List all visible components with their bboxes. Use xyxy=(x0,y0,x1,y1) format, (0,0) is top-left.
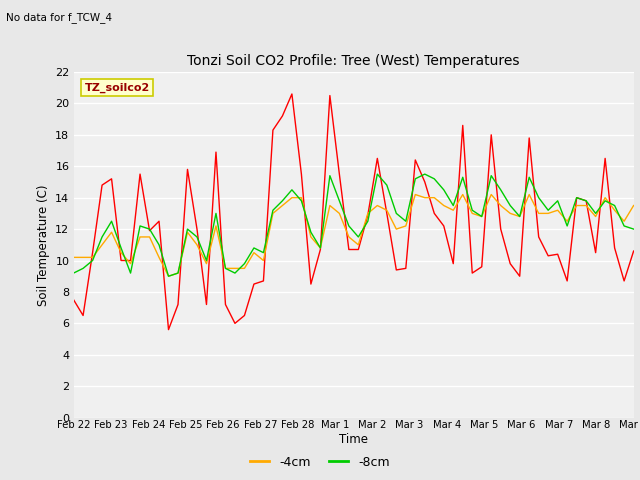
Text: No data for f_TCW_4: No data for f_TCW_4 xyxy=(6,12,113,23)
Legend: -4cm, -8cm: -4cm, -8cm xyxy=(245,451,395,474)
Text: TZ_soilco2: TZ_soilco2 xyxy=(85,83,150,93)
X-axis label: Time: Time xyxy=(339,433,368,446)
Y-axis label: Soil Temperature (C): Soil Temperature (C) xyxy=(36,184,50,306)
Title: Tonzi Soil CO2 Profile: Tree (West) Temperatures: Tonzi Soil CO2 Profile: Tree (West) Temp… xyxy=(188,54,520,68)
